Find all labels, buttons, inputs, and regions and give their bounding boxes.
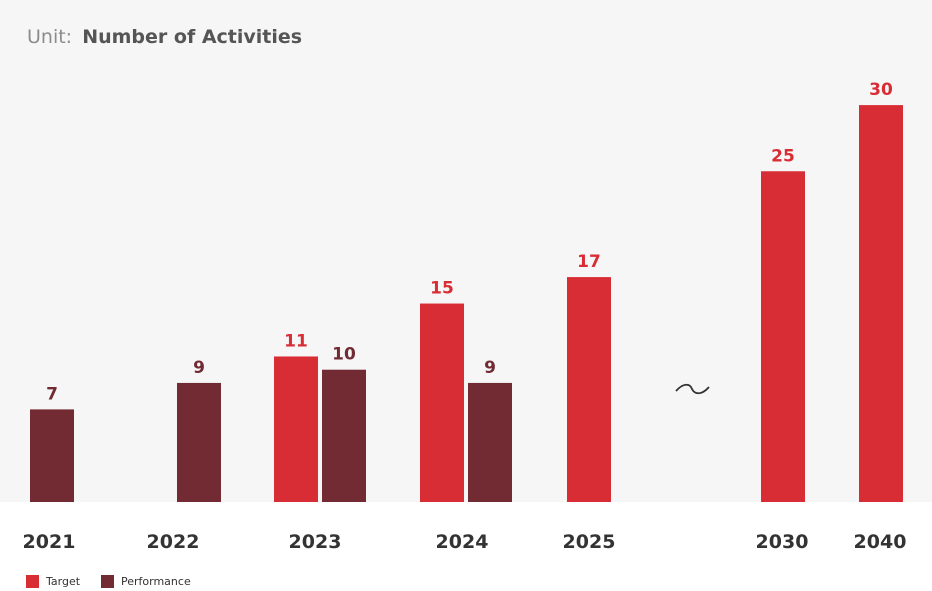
bar-target-2023 [274,356,318,502]
value-label-target-2024: 15 [430,279,454,299]
value-label-target-2023: 11 [284,331,308,351]
unit-prefix: Unit: [27,26,72,48]
bar-performance-2023 [322,369,366,502]
legend-swatch-performance [101,575,114,588]
x-tick-2023: 2023 [289,531,342,553]
value-label-target-2025: 17 [577,252,601,272]
bar-target-2040 [859,105,903,502]
x-tick-2021: 2021 [23,531,76,553]
bar-target-2025 [567,277,611,502]
value-label-performance-2022: 9 [193,358,205,378]
x-tick-2030: 2030 [756,531,809,553]
value-label-performance-2021: 7 [46,384,58,404]
value-label-performance-2023: 10 [332,345,356,365]
bar-target-2024 [420,303,464,502]
bar-performance-2024 [468,382,512,502]
axis-break-mark [675,383,710,395]
x-tick-2022: 2022 [147,531,200,553]
x-tick-2024: 2024 [436,531,489,553]
x-tick-2025: 2025 [563,531,616,553]
bar-target-2030 [761,171,805,502]
value-label-performance-2024: 9 [484,358,496,378]
legend-label-performance: Performance [121,575,191,588]
bar-performance-2022 [177,382,221,502]
legend-label-target: Target [45,575,81,588]
x-tick-2040: 2040 [854,531,907,553]
value-label-target-2040: 30 [869,80,893,100]
legend: Target Performance [26,575,191,588]
axis-break-tilde [675,383,710,395]
value-labels-group: 7 9 11 10 15 9 17 25 30 [46,80,893,404]
bar-performance-2021 [30,409,74,502]
bars-group [30,105,903,502]
unit-label: Unit: Number of Activities [27,26,302,48]
legend-swatch-target [26,575,39,588]
unit-title: Number of Activities [82,26,302,48]
x-tick-labels-group: 2021 2022 2023 2024 2025 2030 2040 [23,531,907,553]
value-label-target-2030: 25 [771,146,795,166]
